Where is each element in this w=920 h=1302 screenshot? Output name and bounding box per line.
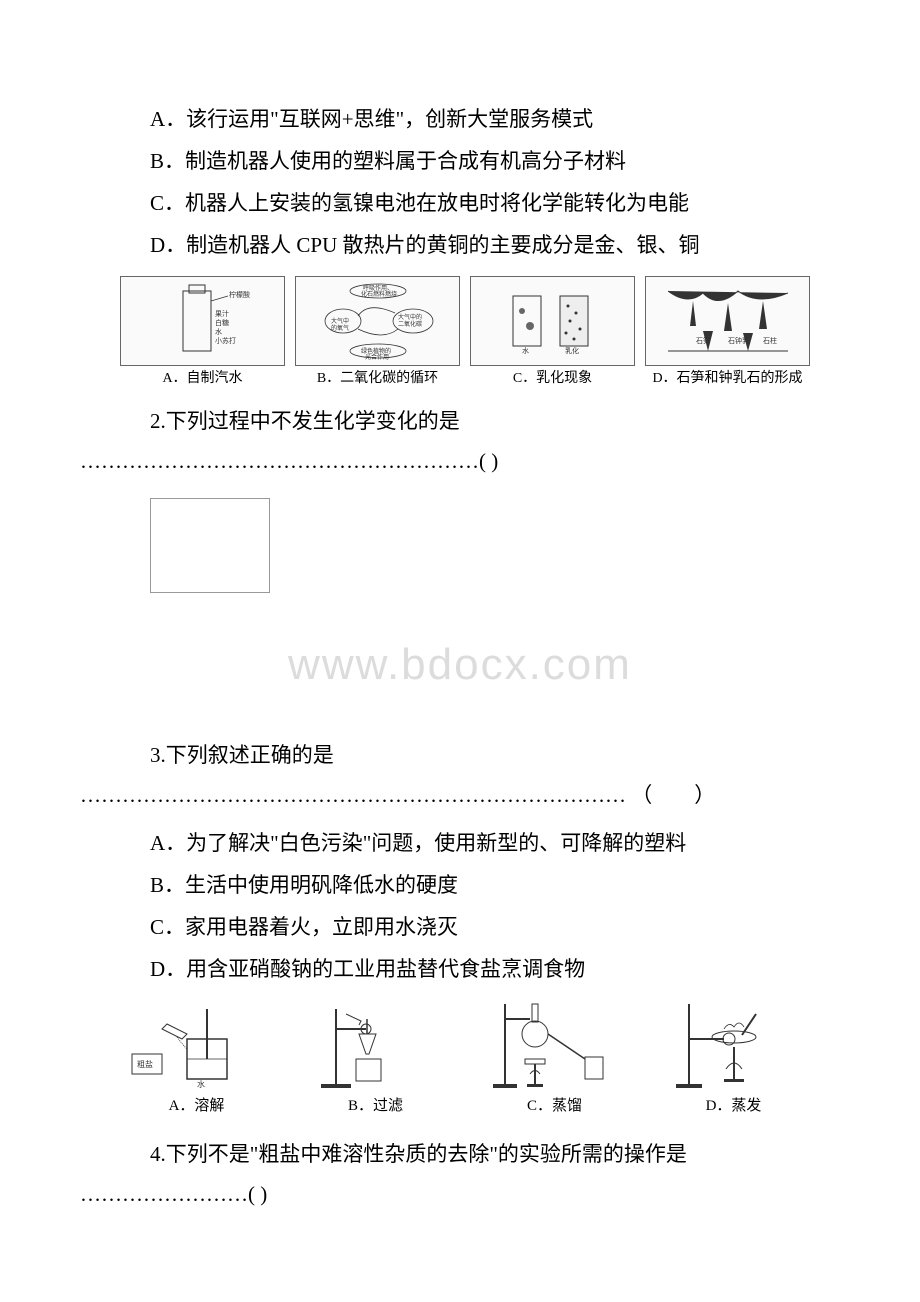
fig1-a: 柠檬酸 果汁 白糖 水 小苏打 A．自制汽水 (120, 276, 285, 388)
svg-text:的氧气: 的氧气 (331, 324, 349, 332)
svg-text:化石燃料燃烧: 化石燃料燃烧 (361, 290, 397, 298)
fig2-a-image: 粗盐 水 (120, 999, 273, 1089)
svg-text:光合作用: 光合作用 (365, 353, 389, 361)
watermark: www.bdocx.com (80, 623, 840, 707)
fig1-b: 大气中 的氧气 大气中的 二氧化碳 绿色植物的 光合作用 呼吸作用、 化石燃料燃… (295, 276, 460, 388)
svg-text:柠檬酸: 柠檬酸 (229, 290, 250, 299)
figure-row-1: 柠檬酸 果汁 白糖 水 小苏打 A．自制汽水 大气中 的氧气 大气中的 二氧化碳… (80, 276, 840, 388)
svg-text:果汁: 果汁 (215, 309, 229, 318)
q1-opt-d: D．制造机器人 CPU 散热片的黄铜的主要成分是金、银、铜 (80, 226, 840, 266)
q1-opt-a: A．该行运用"互联网+思维"，创新大堂服务模式 (80, 100, 840, 140)
fig1-c-caption: C．乳化现象 (513, 370, 592, 388)
fig2-c: C．蒸馏 (478, 999, 631, 1121)
q3-opt-b: B．生活中使用明矾降低水的硬度 (80, 866, 840, 906)
q2-leader: …………………………………………………( ) (80, 442, 840, 482)
q2-stem: 2.下列过程中不发生化学变化的是 (80, 402, 840, 442)
fig1-d-image: 石笋 石钟乳 石柱 (645, 276, 810, 366)
fig1-b-caption: B．二氧化碳的循环 (317, 370, 438, 388)
q1-opt-b: B．制造机器人使用的塑料属于合成有机高分子材料 (80, 142, 840, 182)
svg-text:石柱: 石柱 (763, 336, 777, 345)
fig2-d-caption: D．蒸发 (706, 1092, 762, 1121)
q3-opt-c: C．家用电器着火，立即用水浇灭 (80, 908, 840, 948)
svg-text:大气中的: 大气中的 (398, 313, 422, 321)
svg-text:乳化: 乳化 (565, 346, 579, 355)
fig1-b-image: 大气中 的氧气 大气中的 二氧化碳 绿色植物的 光合作用 呼吸作用、 化石燃料燃… (295, 276, 460, 366)
svg-text:二氧化碳: 二氧化碳 (398, 320, 422, 328)
fig2-d-image (657, 999, 810, 1089)
figure-row-2: 粗盐 水 A．溶解 B．过滤 (80, 999, 840, 1121)
fig2-b-caption: B．过滤 (348, 1092, 403, 1121)
fig1-d-caption: D．石笋和钟乳石的形成 (652, 370, 802, 388)
fig2-c-image (478, 999, 631, 1089)
svg-text:粗盐: 粗盐 (137, 1059, 153, 1069)
svg-text:绿色植物的: 绿色植物的 (361, 347, 391, 355)
svg-text:石笋: 石笋 (696, 336, 710, 345)
q3-opt-a: A．为了解决"白色污染"问题，使用新型的、可降解的塑料 (80, 824, 840, 864)
fig2-a-caption: A．溶解 (169, 1092, 225, 1121)
svg-text:小苏打: 小苏打 (215, 336, 236, 345)
q3-leader: …………………………………………………………………… （ ） (80, 776, 840, 816)
fig1-a-image: 柠檬酸 果汁 白糖 水 小苏打 (120, 276, 285, 366)
q3-stem: 3.下列叙述正确的是 (80, 736, 840, 776)
svg-text:水: 水 (522, 346, 529, 355)
svg-text:白糖: 白糖 (215, 318, 229, 327)
fig2-a: 粗盐 水 A．溶解 (120, 999, 273, 1121)
fig1-c-image: 水 乳化 (470, 276, 635, 366)
svg-text:水: 水 (215, 327, 222, 336)
fig1-c: 水 乳化 C．乳化现象 (470, 276, 635, 388)
svg-text:呼吸作用、: 呼吸作用、 (363, 284, 393, 292)
q3-opt-d: D．用含亚硝酸钠的工业用盐替代食盐烹调食物 (80, 950, 840, 990)
q4-leader: ……………………( ) (80, 1175, 840, 1215)
svg-text:石钟乳: 石钟乳 (728, 336, 749, 345)
svg-text:水: 水 (197, 1079, 205, 1089)
fig1-a-caption: A．自制汽水 (162, 370, 242, 388)
q1-opt-c: C．机器人上安装的氢镍电池在放电时将化学能转化为电能 (80, 184, 840, 224)
fig2-b-image (299, 999, 452, 1089)
fig1-d: 石笋 石钟乳 石柱 D．石笋和钟乳石的形成 (645, 276, 810, 388)
fig2-d: D．蒸发 (657, 999, 810, 1121)
fig2-c-caption: C．蒸馏 (527, 1092, 582, 1121)
q2-empty-box (150, 498, 270, 593)
fig2-b: B．过滤 (299, 999, 452, 1121)
q4-stem: 4.下列不是"粗盐中难溶性杂质的去除"的实验所需的操作是 (80, 1135, 840, 1175)
svg-text:大气中: 大气中 (331, 317, 349, 325)
